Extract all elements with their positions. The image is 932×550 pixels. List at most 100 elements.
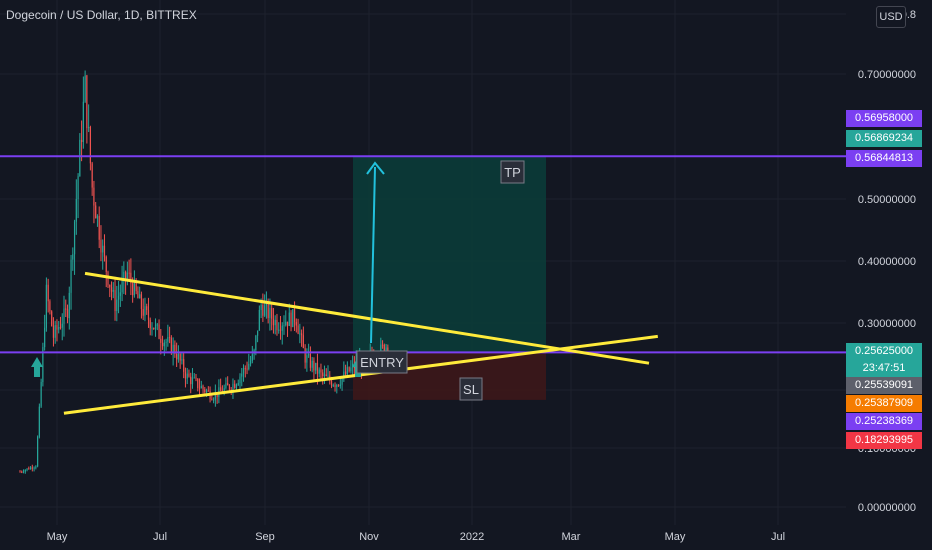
candle-body (325, 374, 327, 377)
candle-body (197, 378, 199, 389)
candle-body (237, 383, 239, 385)
candle-body (207, 390, 209, 392)
candle-body (330, 380, 333, 386)
candle-body (61, 323, 63, 328)
candle-body (91, 163, 93, 188)
candle-body (220, 387, 222, 392)
candle-body (40, 382, 42, 407)
candle-body (146, 306, 148, 311)
candle-body (352, 363, 354, 368)
candle-body (186, 373, 188, 379)
time-axis[interactable]: May Jul Sep Nov 2022 Mar May Jul (47, 531, 785, 543)
tp-label-box[interactable] (500, 160, 525, 184)
candle-body (84, 75, 86, 102)
candle-body (114, 290, 116, 311)
candle-body (65, 308, 67, 310)
candle-body (38, 406, 40, 437)
candle-body (190, 376, 192, 385)
candle-body (248, 363, 250, 370)
candle-body (244, 368, 246, 370)
chart-title: Dogecoin / US Dollar, 1D, BITTREX (6, 8, 197, 22)
candle-body (267, 302, 269, 318)
candle-body (205, 390, 208, 393)
candle-body (59, 327, 62, 329)
candle-body (109, 284, 111, 288)
candle-body (315, 362, 317, 371)
candle-body (77, 176, 79, 200)
candle-body (302, 335, 304, 349)
candle-body (345, 371, 347, 375)
candle-body (227, 383, 229, 386)
candle-body (102, 245, 104, 253)
up-arrow-marker (31, 357, 43, 377)
candle-body (260, 304, 262, 310)
candle-body (343, 371, 345, 378)
candle-body (144, 306, 146, 316)
take-profit-zone[interactable] (353, 156, 546, 353)
price-tag: 0.56869234 (846, 130, 922, 147)
candle-body (278, 329, 280, 331)
candle-body (24, 469, 26, 472)
candle-body (29, 467, 32, 470)
candle-body (337, 384, 340, 386)
candle-body (68, 292, 70, 319)
candle-body (35, 466, 37, 468)
candle-body (272, 318, 275, 326)
candle-body (336, 384, 338, 387)
x-tick-label: May (47, 531, 68, 543)
candle-body (318, 369, 320, 374)
candle-body (286, 321, 289, 326)
candle-body (47, 284, 49, 302)
candle-body (183, 359, 185, 372)
candle-body (179, 353, 181, 361)
candle-body (169, 337, 171, 339)
candle-body (58, 327, 60, 330)
candle-body (255, 335, 257, 350)
candle-body (125, 271, 127, 279)
candle-body (98, 216, 100, 240)
x-tick-label: 2022 (460, 531, 484, 543)
candle-body (139, 294, 141, 299)
candle-body (28, 468, 30, 470)
candle-body (49, 301, 51, 312)
candle-body (387, 347, 389, 353)
candle-body (33, 467, 35, 469)
candle-body (311, 360, 313, 368)
target-arrow-head (366, 161, 385, 175)
candle-body (234, 383, 236, 389)
candle-body (96, 216, 99, 219)
candle-body (334, 385, 336, 387)
y-tick-label: 0.40000000 (858, 256, 916, 268)
candle-body (31, 467, 33, 469)
candle-body (306, 355, 308, 363)
candle-body (19, 471, 21, 473)
candle-body (167, 337, 169, 342)
candle-body (191, 377, 194, 385)
candle-body (200, 386, 202, 389)
price-tag: 0.25625000 (846, 343, 922, 360)
candle-body (52, 325, 55, 338)
currency-button[interactable]: USD (876, 6, 906, 28)
candle-body (22, 471, 25, 473)
candle-body (241, 373, 243, 377)
candle-body (158, 324, 160, 339)
target-arrow[interactable] (370, 166, 376, 344)
entry-label-box[interactable] (356, 350, 408, 374)
candle-body (88, 127, 90, 129)
sl-label-box[interactable] (459, 377, 483, 401)
candle-body (383, 345, 385, 354)
candle-body (151, 327, 153, 329)
candle-body (72, 254, 74, 260)
candle-body (172, 344, 174, 354)
candle-body (228, 385, 231, 390)
candle-body (346, 367, 348, 375)
candle-body (213, 399, 215, 401)
candle-body (126, 272, 128, 279)
candle-body (211, 398, 213, 400)
drawing-layer: TP SL ENTRY (0, 155, 846, 415)
candle-body (174, 344, 176, 354)
candle-body (265, 302, 267, 306)
candle-body (339, 384, 341, 386)
candle-body (93, 187, 95, 206)
